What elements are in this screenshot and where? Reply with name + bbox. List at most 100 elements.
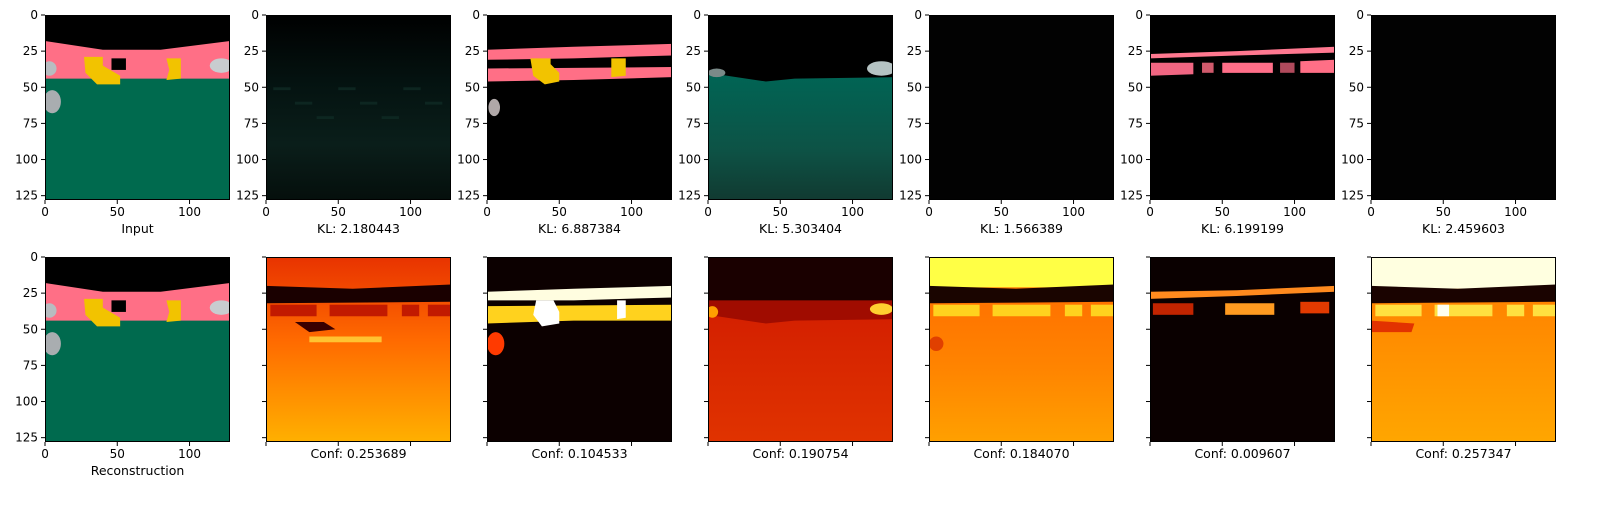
panel-frame xyxy=(1371,15,1556,200)
panel-image xyxy=(45,257,230,442)
y-tick-label: 125 xyxy=(899,189,922,203)
y-tick-label: 0 xyxy=(30,8,38,22)
panel-frame xyxy=(708,257,893,442)
vehicle-right xyxy=(611,58,626,78)
window-gap xyxy=(111,58,126,70)
x-tick-label: 50 xyxy=(110,205,125,219)
x-tick-label: 0 xyxy=(704,205,712,219)
heat-window xyxy=(1300,301,1330,314)
car-left xyxy=(45,61,57,76)
heat-spot xyxy=(869,303,893,315)
window-gap xyxy=(111,300,126,312)
vehicle-right xyxy=(166,300,181,323)
y-tick-label: 0 xyxy=(1356,8,1364,22)
heat-window xyxy=(1064,304,1083,317)
panel-caption: KL: 2.180443 xyxy=(317,221,400,236)
x-tick-label: 100 xyxy=(1062,205,1085,219)
y-tick-label: 25 xyxy=(1349,44,1364,58)
top-panel-6: 0 50 100 0 25 50 75 100 125 KL: 2.459603 xyxy=(1341,8,1556,236)
heat-hotspot xyxy=(533,300,560,327)
y-tick-label: 0 xyxy=(914,8,922,22)
panel-frame xyxy=(487,15,672,200)
texture-streak xyxy=(338,87,356,91)
panel-caption: Conf: 0.190754 xyxy=(752,446,848,461)
y-tick-label: 125 xyxy=(15,189,38,203)
x-tick-label: 100 xyxy=(399,205,422,219)
panel-frame xyxy=(266,257,451,442)
car-bottom xyxy=(45,332,61,356)
road-region xyxy=(708,72,893,200)
y-tick-label: 50 xyxy=(1349,80,1364,94)
y-tick-label: 75 xyxy=(244,116,259,130)
y-tick-label: 0 xyxy=(1135,8,1143,22)
heat-hotspot xyxy=(617,300,626,320)
y-tick-label: 75 xyxy=(1349,116,1364,130)
y-tick-label: 25 xyxy=(23,286,38,300)
bottom-panel-2: Conf: 0.104533 xyxy=(483,256,672,461)
y-tick-label: 100 xyxy=(678,153,701,167)
building-band-top xyxy=(1150,46,1335,59)
x-tick-label: 50 xyxy=(773,205,788,219)
car-left xyxy=(708,68,726,78)
panel-caption: Conf: 0.257347 xyxy=(1415,446,1511,461)
y-tick-label: 125 xyxy=(1341,189,1364,203)
heat-shadow xyxy=(1371,320,1415,333)
panel-image xyxy=(487,15,672,200)
heat-window xyxy=(1090,304,1114,317)
x-tick-label: 100 xyxy=(1283,205,1306,219)
y-tick-label: 75 xyxy=(686,116,701,130)
heat-window xyxy=(1152,303,1194,315)
heat-window xyxy=(1225,303,1275,315)
panel-frame xyxy=(45,257,230,442)
heat-window xyxy=(1375,304,1422,317)
heat-spot xyxy=(487,332,505,356)
car-right xyxy=(209,300,230,315)
y-tick-label: 25 xyxy=(244,44,259,58)
top-panel-0: 0 50 100 0 25 50 75 100 125 Input xyxy=(15,8,230,236)
channel-fill xyxy=(1150,15,1335,200)
y-tick-label: 50 xyxy=(907,80,922,94)
heat-band xyxy=(929,284,1114,304)
texture-streak xyxy=(294,101,313,105)
x-tick-label: 0 xyxy=(1367,205,1375,219)
x-tick-label: 100 xyxy=(178,205,201,219)
panel-image xyxy=(1150,257,1335,442)
bottom-panel-1: Conf: 0.253689 xyxy=(262,256,451,461)
panel-caption: KL: 6.887384 xyxy=(538,221,621,236)
panel-frame xyxy=(1150,15,1335,200)
x-tick-label: 50 xyxy=(1436,205,1451,219)
bottom-panel-6: Conf: 0.257347 xyxy=(1367,256,1556,461)
y-tick-label: 125 xyxy=(1120,189,1143,203)
texture-streak xyxy=(359,101,378,105)
panel-image xyxy=(708,257,893,442)
x-tick-label: 50 xyxy=(1215,205,1230,219)
window-block-5 xyxy=(1300,59,1335,73)
panel-image xyxy=(1371,15,1556,200)
heat-spot xyxy=(708,306,719,318)
bottom-panel-3: Conf: 0.190754 xyxy=(704,256,893,461)
y-tick-label: 0 xyxy=(472,8,480,22)
window-block-3 xyxy=(1222,62,1273,73)
y-tick-label: 125 xyxy=(236,189,259,203)
heat-road xyxy=(708,314,893,442)
bottom-panel-0: 0 50 100 0 25 50 75 100 125 Reconstruction xyxy=(15,250,230,478)
x-tick-label: 100 xyxy=(1504,205,1527,219)
heat-hotspot xyxy=(1437,304,1450,317)
panel-image xyxy=(45,15,230,200)
panel-caption: KL: 5.303404 xyxy=(759,221,842,236)
y-tick-label: 25 xyxy=(686,44,701,58)
channel-fill xyxy=(1371,15,1556,200)
texture-streak xyxy=(273,87,291,91)
panel-image xyxy=(1150,15,1335,200)
y-tick-label: 0 xyxy=(30,250,38,264)
heat-sky xyxy=(929,257,1114,288)
panel-caption: Conf: 0.184070 xyxy=(973,446,1069,461)
car-bottom xyxy=(45,90,61,114)
y-tick-label: 75 xyxy=(23,358,38,372)
heat-window xyxy=(270,304,317,317)
y-tick-label: 75 xyxy=(23,116,38,130)
y-tick-label: 50 xyxy=(23,322,38,336)
vehicle-left xyxy=(84,298,121,327)
panel-frame xyxy=(487,257,672,442)
road-region xyxy=(45,320,230,442)
